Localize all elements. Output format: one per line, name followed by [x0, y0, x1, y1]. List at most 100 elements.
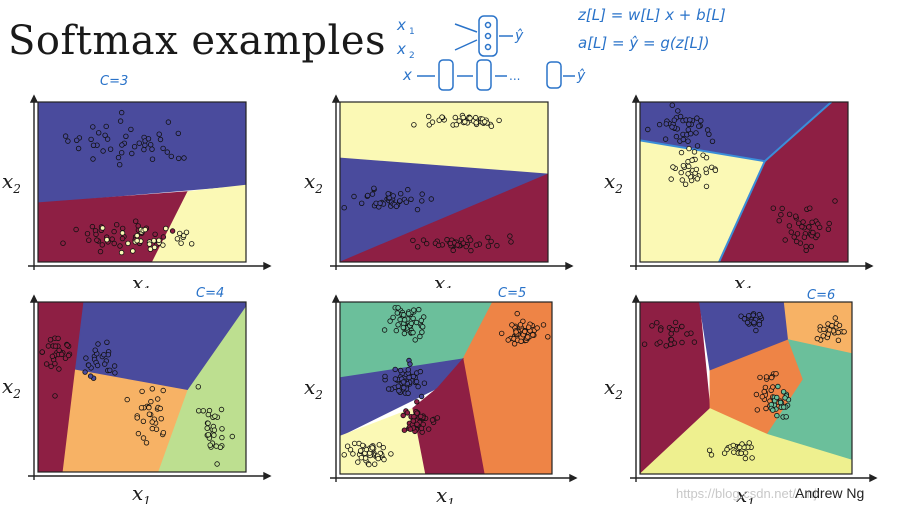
- data-point: [803, 243, 809, 250]
- region-maroon: [411, 357, 485, 474]
- data-point: [657, 339, 663, 345]
- data-point: [99, 225, 106, 231]
- data-point: [160, 429, 167, 436]
- data-point: [835, 329, 841, 336]
- data-point: [369, 191, 376, 197]
- data-point: [132, 218, 139, 224]
- data-point: [680, 162, 687, 169]
- svg-text:x: x: [402, 66, 412, 84]
- svg-text:ŷ: ŷ: [514, 28, 524, 44]
- data-point: [419, 324, 426, 330]
- hand-drawn-boundary: [639, 101, 833, 263]
- data-point: [104, 339, 110, 345]
- data-point: [107, 146, 114, 152]
- data-point: [696, 123, 702, 129]
- axes: [28, 294, 272, 481]
- data-point: [211, 432, 217, 438]
- decision-regions: [38, 302, 246, 472]
- data-point: [703, 183, 710, 190]
- data-point: [214, 461, 220, 467]
- data-point: [376, 442, 382, 448]
- data-point: [675, 108, 681, 114]
- data-point: [780, 389, 787, 395]
- softmax-plot-5: x1 x2: [304, 294, 578, 504]
- data-point: [219, 434, 225, 441]
- data-point: [366, 461, 372, 468]
- data-point: [362, 455, 369, 461]
- axes: [330, 294, 578, 483]
- annotation-c3: C=3: [100, 74, 129, 89]
- region-navy: [38, 102, 246, 204]
- data-point: [413, 319, 420, 326]
- data-point: [488, 123, 495, 129]
- data-point: [142, 226, 148, 233]
- data-point: [207, 442, 213, 448]
- annotation-eq-z: z[L] = w[L] x + b[L]: [578, 6, 726, 24]
- data-point: [410, 329, 416, 336]
- data-point: [140, 435, 147, 441]
- data-point: [410, 373, 417, 380]
- data-point: [195, 408, 202, 414]
- data-point: [146, 241, 153, 247]
- plot-area: x1 x2: [2, 94, 272, 288]
- data-point: [85, 362, 92, 368]
- data-points: [341, 304, 551, 468]
- data-point: [410, 307, 417, 313]
- data-point: [169, 228, 176, 234]
- data-point: [741, 316, 748, 322]
- data-point: [473, 242, 480, 248]
- data-point: [100, 148, 106, 154]
- data-point: [645, 126, 651, 133]
- data-point: [450, 247, 456, 254]
- data-point: [669, 326, 675, 333]
- data-point: [444, 236, 450, 243]
- data-point: [341, 204, 347, 211]
- author-credit: Andrew Ng: [795, 485, 865, 501]
- data-point: [148, 398, 154, 405]
- data-point: [698, 118, 704, 124]
- data-point: [176, 230, 183, 237]
- data-point: [679, 177, 685, 183]
- y-axis-label: x2: [2, 169, 21, 196]
- data-point: [99, 242, 105, 248]
- data-point: [92, 347, 98, 353]
- data-point: [407, 361, 413, 367]
- data-point: [654, 320, 660, 326]
- data-point: [109, 236, 115, 242]
- x-axis-label: x1: [734, 271, 753, 288]
- data-point: [151, 244, 158, 251]
- data-point: [657, 327, 664, 333]
- data-point: [195, 384, 201, 390]
- data-point: [381, 327, 388, 333]
- data-point: [401, 385, 407, 391]
- data-point: [672, 319, 679, 326]
- data-point: [820, 333, 826, 339]
- data-points: [60, 109, 195, 256]
- data-point: [518, 338, 524, 344]
- data-point: [111, 240, 117, 247]
- data-point: [149, 425, 155, 432]
- data-point: [694, 115, 700, 121]
- data-point: [649, 323, 655, 329]
- plot-area: x1 x2: [304, 294, 578, 504]
- data-point: [218, 406, 225, 413]
- plot-area: x1 x2: [2, 294, 272, 504]
- x-axis-label: x1: [132, 481, 151, 504]
- data-point: [385, 386, 392, 392]
- data-point: [88, 136, 94, 143]
- data-point: [670, 164, 676, 170]
- data-point: [118, 109, 125, 116]
- x-axis-label: x1: [132, 271, 151, 288]
- data-point: [119, 142, 125, 148]
- data-point: [724, 446, 730, 453]
- data-point: [97, 248, 104, 255]
- data-point: [123, 133, 129, 139]
- data-point: [375, 455, 381, 462]
- data-point: [456, 118, 462, 124]
- data-point: [763, 405, 769, 412]
- data-point: [382, 373, 388, 380]
- data-point: [777, 399, 784, 406]
- data-point: [205, 431, 211, 438]
- data-point: [140, 418, 147, 424]
